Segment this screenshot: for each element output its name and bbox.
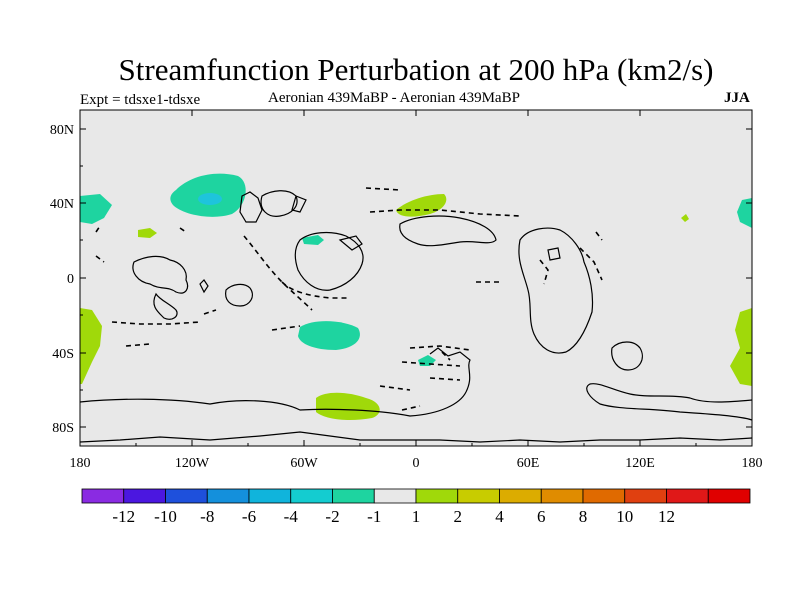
colorbar-label: 6 <box>537 507 546 526</box>
colorbar-swatch <box>666 488 709 504</box>
colorbar-label: -1 <box>367 507 381 526</box>
lat-label: 0 <box>67 272 74 287</box>
colorbar-label: 10 <box>616 507 633 526</box>
colorbar-swatch <box>373 488 417 504</box>
axis-ticks <box>79 110 753 446</box>
coastlines <box>80 190 752 443</box>
plot-title: Streamfunction Perturbation at 200 hPa (… <box>118 52 714 87</box>
lon-label: 120W <box>175 456 210 471</box>
colorbar-label: 8 <box>579 507 588 526</box>
colorbar-label: -6 <box>242 507 256 526</box>
colorbar-swatch <box>499 488 542 504</box>
colorbar-label: -10 <box>154 507 177 526</box>
shelf-outlines <box>95 187 603 411</box>
lat-label: 40N <box>50 197 74 212</box>
lat-label: 80N <box>50 123 74 138</box>
longitude-labels: 180 120W 60W 0 60E 120E 180 <box>70 456 763 471</box>
colorbar-label: -2 <box>325 507 339 526</box>
colorbar-swatch <box>123 488 166 504</box>
colorbar-swatch <box>457 488 500 504</box>
colorbar-label: -4 <box>284 507 299 526</box>
colorbar-swatch <box>707 488 751 504</box>
colorbar-swatch <box>165 488 208 504</box>
lon-label: 120E <box>625 456 655 471</box>
colorbar-label: -8 <box>200 507 214 526</box>
lon-label: 60E <box>517 456 540 471</box>
colorbar-swatch <box>206 488 250 504</box>
colorbar: -12 -10 -8 -6 -4 -2 -1 1 2 4 6 8 10 12 <box>81 488 751 526</box>
lon-label: 180 <box>742 456 763 471</box>
colorbar-swatch <box>624 488 667 504</box>
map-background <box>80 110 752 446</box>
experiment-label: Expt = tdsxe1-tdsxe <box>80 92 201 108</box>
lat-label: 80S <box>52 421 74 436</box>
colorbar-label: -12 <box>112 507 135 526</box>
colorbar-swatch <box>248 488 292 504</box>
colorbar-label: 12 <box>658 507 675 526</box>
period-label: Aeronian 439MaBP - Aeronian 439MaBP <box>268 90 520 106</box>
season-label: JJA <box>724 90 750 106</box>
colorbar-swatch <box>332 488 375 504</box>
colorbar-swatch <box>540 488 584 504</box>
lon-label: 0 <box>413 456 420 471</box>
positive-anomaly-regions <box>80 194 752 420</box>
colorbar-swatch <box>582 488 626 504</box>
colorbar-swatch <box>81 488 125 504</box>
lon-label: 180 <box>70 456 91 471</box>
negative-anomaly-regions <box>80 173 752 366</box>
colorbar-label: 1 <box>412 507 421 526</box>
lat-label: 40S <box>52 347 74 362</box>
colorbar-swatch <box>415 488 459 504</box>
colorbar-swatch <box>290 488 333 504</box>
colorbar-label: 2 <box>454 507 463 526</box>
lon-label: 60W <box>290 456 318 471</box>
colorbar-label: 4 <box>495 507 504 526</box>
latitude-labels: 80N 40N 0 40S 80S <box>50 123 74 436</box>
